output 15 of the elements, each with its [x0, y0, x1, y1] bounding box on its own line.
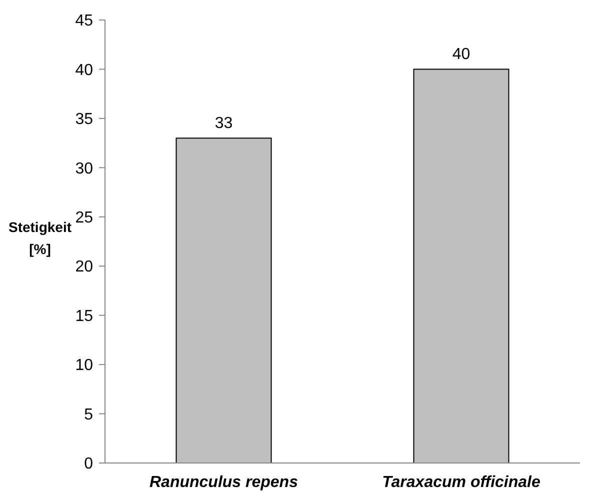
x-tick-label: Taraxacum officinale	[382, 474, 540, 491]
data-label: 33	[214, 115, 233, 132]
y-tick-label: 25	[75, 209, 94, 226]
data-label: 40	[452, 46, 470, 64]
y-tick-label: 35	[75, 111, 94, 128]
y-tick-label: 40	[75, 62, 94, 79]
y-tick-label: 45	[75, 12, 94, 30]
y-tick-label: 10	[75, 357, 94, 374]
y-tick-label: 30	[75, 160, 94, 178]
y-tick-label: 5	[84, 406, 94, 424]
y-tick-label: 0	[84, 456, 94, 473]
y-tick-label: 20	[75, 258, 94, 276]
x-tick-label: Ranunculus repens	[150, 474, 298, 491]
y-tick-label: 15	[75, 308, 94, 325]
y-axis-title: Stetigkeit [%]	[8, 219, 72, 257]
